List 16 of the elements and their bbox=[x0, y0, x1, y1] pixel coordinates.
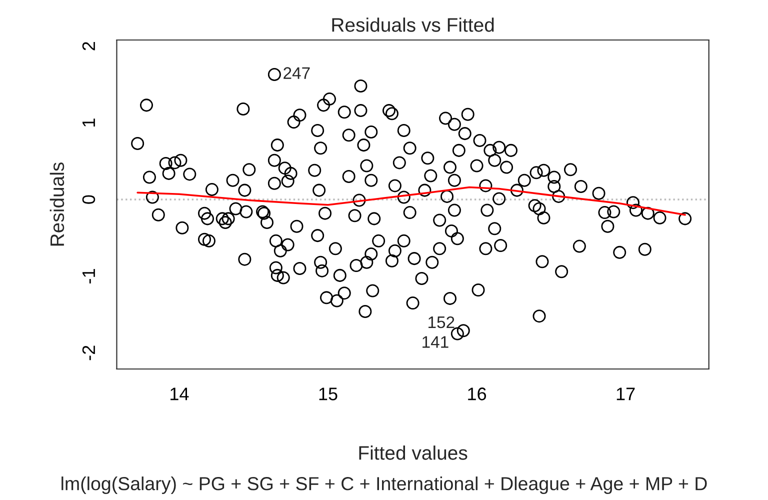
x-tick-label: 17 bbox=[616, 388, 635, 400]
y-tick-label: 1 bbox=[82, 118, 95, 126]
x-tick-label: 15 bbox=[319, 388, 338, 400]
annotation: 141 bbox=[422, 336, 448, 348]
annotation: 152 bbox=[428, 316, 454, 328]
chart-title: Residuals vs Fitted bbox=[332, 18, 494, 32]
x-axis-title: Fitted values bbox=[359, 446, 468, 460]
y-tick-label: 0 bbox=[82, 195, 96, 204]
text: lm(log(Salary) ~ PG + SG + SF + C + International + Dleague + Age + MP + D bbox=[62, 476, 707, 494]
y-tick-label: 2 bbox=[82, 42, 95, 50]
y-tick-label: -1 bbox=[82, 269, 95, 284]
x-tick-label: 14 bbox=[170, 388, 189, 400]
y-axis-title: Residuals bbox=[50, 162, 64, 246]
annotation: 247 bbox=[284, 67, 310, 79]
x-tick-label: 16 bbox=[468, 388, 486, 400]
y-tick-label: -2 bbox=[82, 346, 95, 360]
